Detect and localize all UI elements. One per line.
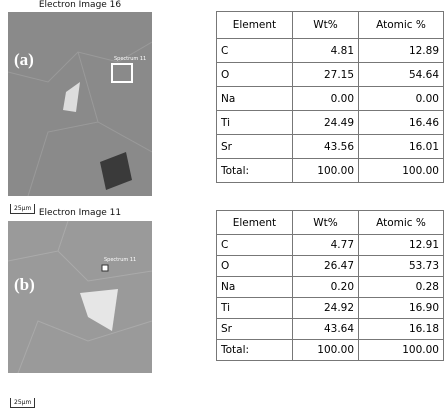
cell: 16.90 <box>359 298 444 319</box>
cell: 53.73 <box>359 256 444 277</box>
image-title: Electron Image 11 <box>8 208 152 218</box>
cell: 54.64 <box>359 63 444 87</box>
cell: 100.00 <box>292 159 358 183</box>
header-cell: Atomic % <box>359 211 444 235</box>
cell: 16.46 <box>359 111 444 135</box>
cell: 0.20 <box>292 277 358 298</box>
cell: Total: <box>217 159 293 183</box>
cell: O <box>217 63 293 87</box>
cell: 24.92 <box>292 298 358 319</box>
header-cell: Element <box>217 12 293 39</box>
scale-bar: 25µm <box>10 398 35 408</box>
cell: Sr <box>217 135 293 159</box>
spectrum-label: Spectrum 11 <box>104 257 136 263</box>
cell: C <box>217 39 293 63</box>
cell: Sr <box>217 319 293 340</box>
header-cell: Wt% <box>292 211 358 235</box>
spectrum-label: Spectrum 11 <box>114 56 146 62</box>
cell: Ti <box>217 298 293 319</box>
header-cell: Atomic % <box>359 12 444 39</box>
header-cell: Wt% <box>292 12 358 39</box>
cell: 24.49 <box>292 111 358 135</box>
panel-label: (b) <box>14 275 35 295</box>
cell: 4.81 <box>292 39 358 63</box>
panel-label: (a) <box>14 50 34 70</box>
cell: 100.00 <box>359 340 444 361</box>
cell: 27.15 <box>292 63 358 87</box>
cell: 26.47 <box>292 256 358 277</box>
sem-image <box>8 221 152 373</box>
cell: 0.28 <box>359 277 444 298</box>
cell: C <box>217 235 293 256</box>
cell: 43.56 <box>292 135 358 159</box>
cell: 0.00 <box>292 87 358 111</box>
cell: 16.01 <box>359 135 444 159</box>
cell: 0.00 <box>359 87 444 111</box>
cell: 100.00 <box>359 159 444 183</box>
cell: 12.89 <box>359 39 444 63</box>
cell: O <box>217 256 293 277</box>
cell: 16.18 <box>359 319 444 340</box>
cell: Ti <box>217 111 293 135</box>
cell: Na <box>217 87 293 111</box>
cell: 12.91 <box>359 235 444 256</box>
sem-image <box>8 12 152 196</box>
cell: Na <box>217 277 293 298</box>
cell: 100.00 <box>292 340 358 361</box>
page: {"panels":[ {"label":"(a)","image":{"tit… <box>0 0 444 412</box>
cell: 4.77 <box>292 235 358 256</box>
image-title: Electron Image 16 <box>8 0 152 10</box>
header-cell: Element <box>217 211 293 235</box>
cell: 43.64 <box>292 319 358 340</box>
cell: Total: <box>217 340 293 361</box>
